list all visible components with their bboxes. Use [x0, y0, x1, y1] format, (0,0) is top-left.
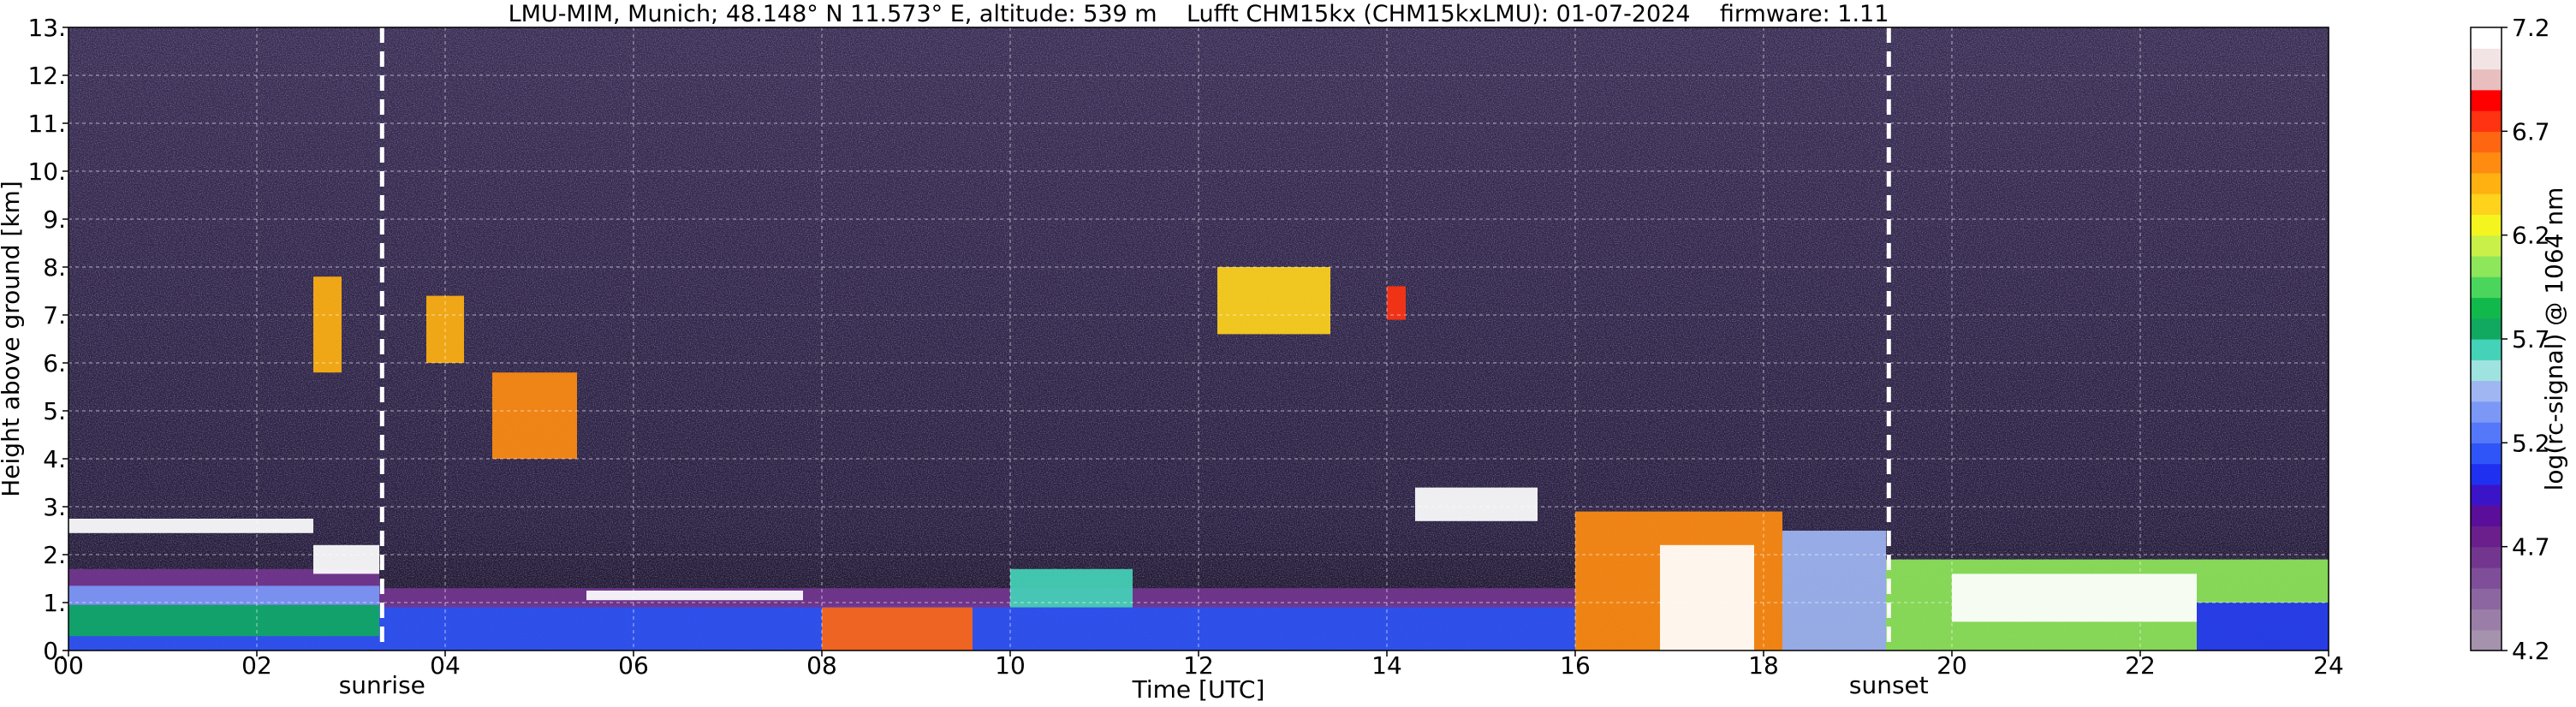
colorbar-swatch — [2471, 214, 2502, 236]
signal-feature — [2197, 603, 2329, 651]
colorbar-swatch — [2471, 422, 2502, 443]
grid-lines — [68, 27, 2329, 651]
colorbar-swatch — [2471, 546, 2502, 568]
colorbar-swatch — [2471, 276, 2502, 299]
colorbar-swatch — [2471, 172, 2502, 194]
signal-feature — [1660, 544, 1754, 651]
y-tick-label: 9. — [43, 205, 66, 234]
colorbar-swatch — [2471, 463, 2502, 485]
colorbar-label: log(rc-signal) @ 1064 nm — [2540, 187, 2568, 491]
x-tick-label: 06 — [618, 651, 649, 680]
sun-marker-label: sunset — [1849, 671, 1929, 699]
x-tick-label: 22 — [2125, 651, 2156, 680]
signal-feature — [68, 585, 379, 605]
colorbar-swatch — [2471, 359, 2502, 382]
y-tick-label: 4. — [43, 445, 66, 473]
colorbar-tick-label: 5.7 — [2512, 325, 2550, 354]
colorbar-tick-label: 6.7 — [2512, 117, 2550, 146]
signal-feature — [822, 607, 973, 651]
colorbar-swatch — [2471, 380, 2502, 402]
colorbar-tick-label: 4.7 — [2512, 533, 2550, 561]
signal-feature — [313, 544, 379, 574]
sun-markers — [379, 27, 1891, 651]
signal-feature — [1217, 267, 1330, 335]
x-tick-label: 02 — [241, 651, 272, 680]
x-tick-label: 24 — [2313, 651, 2344, 680]
signal-feature — [1387, 286, 1406, 320]
x-tick-label: 04 — [430, 651, 461, 680]
colorbar-swatch — [2471, 443, 2502, 465]
y-tick-label: 3. — [43, 493, 66, 521]
x-tick-label: 18 — [1748, 651, 1779, 680]
colorbar-swatch — [2471, 193, 2502, 215]
colorbar: 4.2 4.7 5.2 5.7 6.2 6.7 7.2 log(rc-signal) @ 1… — [2470, 14, 2568, 665]
y-tick-label: 5. — [43, 397, 66, 425]
y-axis-ticks: 0. 1. 2. 3. 4. 5. 6. 7. 8. 9. 10. 11. 12. 13. — [27, 14, 68, 665]
colorbar-swatch — [2471, 131, 2502, 153]
colorbar-swatch — [2471, 629, 2502, 651]
y-tick-label: 13. — [27, 14, 66, 42]
x-axis-label: Time [UTC] — [1132, 675, 1265, 704]
colorbar-tick-label: 6.2 — [2512, 222, 2550, 250]
plot-area — [68, 27, 2329, 651]
signal-feature — [586, 591, 803, 601]
signal-feature — [68, 519, 313, 533]
signal-feature — [1782, 531, 1886, 651]
colorbar-swatch — [2471, 48, 2502, 70]
x-tick-label: 10 — [995, 651, 1026, 680]
x-tick-label: 16 — [1560, 651, 1591, 680]
colorbar-swatch — [2471, 89, 2502, 111]
y-tick-label: 8. — [43, 253, 66, 282]
x-tick-label: 14 — [1371, 651, 1402, 680]
y-tick-label: 7. — [43, 301, 66, 330]
y-tick-label: 0. — [43, 637, 66, 665]
y-tick-label: 1. — [43, 589, 66, 617]
y-tick-label: 10. — [27, 157, 66, 186]
colorbar-swatch — [2471, 484, 2502, 506]
colorbar-ticks: 4.2 4.7 5.2 5.7 6.2 6.7 7.2 — [2502, 14, 2550, 665]
y-tick-label: 11. — [27, 110, 66, 138]
signal-features — [68, 267, 2329, 651]
x-tick-label: 12 — [1183, 651, 1214, 680]
x-tick-label: 08 — [806, 651, 837, 680]
colorbar-swatch — [2471, 110, 2502, 132]
x-axis-ticks: 00 02 04 06 08 10 12 14 16 18 20 22 24 — [53, 651, 2344, 680]
y-tick-label: 12. — [27, 62, 66, 90]
colorbar-tick-label: 4.2 — [2512, 637, 2550, 665]
signal-feature — [1952, 573, 2197, 622]
colorbar-swatch — [2471, 588, 2502, 610]
y-tick-label: 6. — [43, 349, 66, 377]
colorbar-swatch — [2471, 609, 2502, 631]
signal-feature — [313, 276, 342, 373]
colorbar-swatch — [2471, 152, 2502, 174]
colorbar-swatch — [2471, 235, 2502, 257]
colorbar-swatch — [2471, 68, 2502, 91]
colorbar-tick-label: 7.2 — [2512, 14, 2550, 42]
sun-marker-label: sunrise — [339, 671, 425, 699]
x-tick-label: 00 — [53, 651, 84, 680]
chart-title: LMU-MIM, Munich; 48.148° N 11.573° E, al… — [509, 1, 1889, 27]
colorbar-swatch — [2471, 339, 2502, 360]
signal-feature — [1010, 568, 1133, 608]
colorbar-swatch — [2471, 318, 2502, 340]
sun-marker-labels: sunrise sunset — [339, 671, 1929, 699]
y-tick-label: 2. — [43, 541, 66, 569]
y-axis-label: Height above ground [km] — [0, 181, 25, 497]
signal-feature — [379, 588, 1575, 608]
signal-feature — [1415, 487, 1538, 521]
colorbar-swatches — [2471, 27, 2502, 651]
colorbar-swatch — [2471, 27, 2502, 49]
signal-feature — [68, 604, 379, 637]
colorbar-swatch — [2471, 401, 2502, 423]
colorbar-swatch — [2471, 505, 2502, 526]
colorbar-swatch — [2471, 526, 2502, 548]
signal-feature — [492, 372, 577, 459]
x-tick-label: 20 — [1936, 651, 1967, 680]
colorbar-tick-label: 5.2 — [2512, 429, 2550, 457]
colorbar-swatch — [2471, 567, 2502, 589]
colorbar-swatch — [2471, 297, 2502, 319]
colorbar-swatch — [2471, 255, 2502, 277]
